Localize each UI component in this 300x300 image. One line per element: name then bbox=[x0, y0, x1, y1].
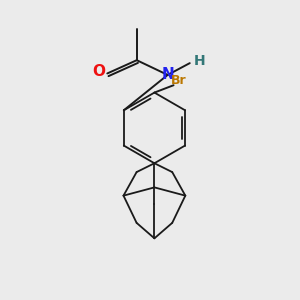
Text: H: H bbox=[194, 54, 205, 68]
Text: Br: Br bbox=[171, 74, 187, 87]
Text: O: O bbox=[93, 64, 106, 80]
Text: N: N bbox=[162, 68, 175, 82]
